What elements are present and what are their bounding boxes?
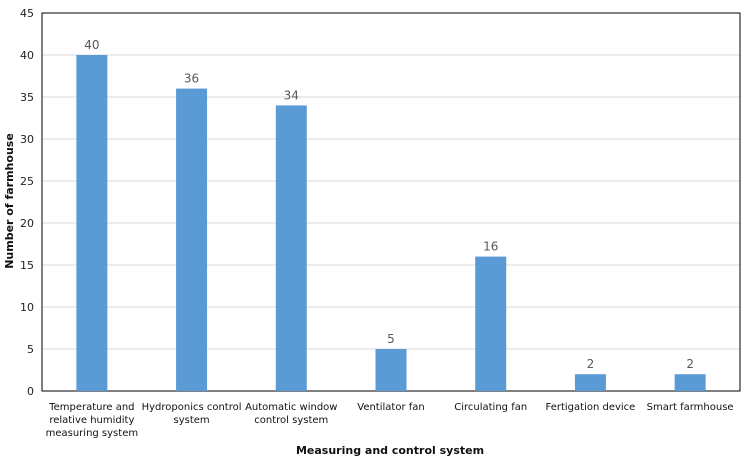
x-axis-title: Measuring and control system <box>296 444 484 457</box>
y-tick-label: 0 <box>27 385 34 398</box>
y-tick-label: 10 <box>20 301 34 314</box>
y-tick-label: 35 <box>20 91 34 104</box>
x-tick-label: Hydroponics control system <box>142 402 242 426</box>
data-label: 34 <box>284 88 299 102</box>
x-tick-label: Ventilator fan <box>357 402 424 413</box>
y-axis-title: Number of farmhouse <box>3 133 16 269</box>
bar <box>76 55 108 391</box>
y-tick-label: 45 <box>20 7 34 20</box>
x-tick-label: Temperature and relative humidity measurin… <box>46 402 138 439</box>
data-label: 16 <box>483 240 498 254</box>
bar <box>375 349 407 391</box>
bar <box>574 374 606 391</box>
data-label: 2 <box>686 357 694 371</box>
x-tick-label: Automatic window control system <box>245 402 337 426</box>
bar <box>275 105 307 392</box>
bar <box>176 88 208 391</box>
x-tick-label: Smart farmhouse <box>647 402 734 413</box>
bar <box>475 256 507 391</box>
y-tick-label: 25 <box>20 175 34 188</box>
x-tick-label: Circulating fan <box>454 402 527 413</box>
data-label: 5 <box>387 332 395 346</box>
x-axis-category-labels: Temperature and relative humidity measurin… <box>46 402 734 439</box>
data-label: 40 <box>84 38 99 52</box>
data-label: 36 <box>184 72 199 86</box>
x-tick-label: Fertigation device <box>546 402 636 413</box>
y-tick-label: 15 <box>20 259 34 272</box>
bars <box>76 55 706 392</box>
data-label: 2 <box>587 357 595 371</box>
y-tick-label: 40 <box>20 49 34 62</box>
y-axis-ticks: 0 5 10 15 20 25 30 35 40 45 <box>20 7 34 398</box>
y-tick-label: 20 <box>20 217 34 230</box>
bar <box>674 374 706 391</box>
y-tick-label: 5 <box>27 343 34 356</box>
data-labels: 40 36 34 5 16 2 2 <box>84 38 694 371</box>
gridlines <box>42 54 740 350</box>
y-tick-label: 30 <box>20 133 34 146</box>
